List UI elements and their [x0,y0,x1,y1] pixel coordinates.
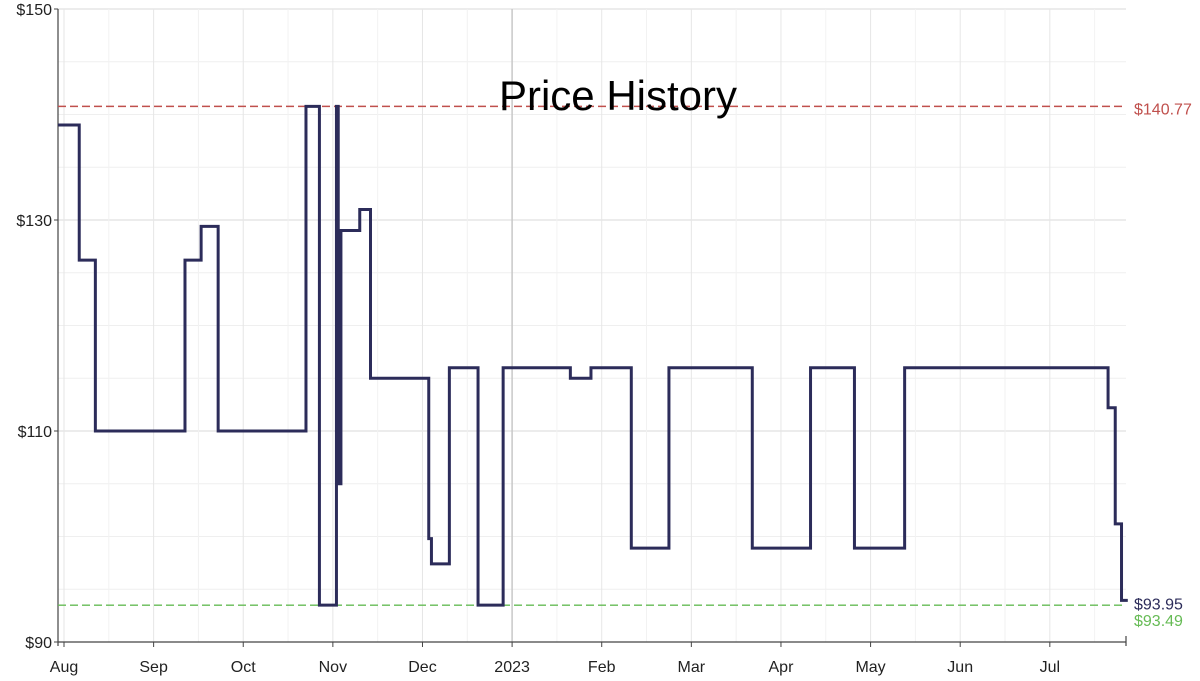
x-tick-label: Feb [588,659,616,676]
x-tick-label: 2023 [494,659,530,676]
x-tick-label: Sep [139,659,168,676]
x-tick-label: Jul [1040,659,1060,676]
chart-grid [58,8,1126,643]
x-tick-label: Nov [319,659,347,676]
x-tick-label: Mar [678,659,706,676]
reference-lines [58,105,1126,606]
x-tick-label: Jun [947,659,973,676]
y-tick-label: $130 [16,213,52,230]
price-series [58,104,1128,607]
chart-axes [54,8,1127,647]
chart-labels: $90 $110 $130 $150 Aug Sep Oct Nov Dec 2023 Feb Mar… [16,2,1192,676]
price-line [58,104,1128,607]
current-price-label: $93.95 [1134,596,1183,613]
x-tick-label: Oct [231,659,256,676]
x-tick-label: Dec [408,659,436,676]
highest-price-label: $140.77 [1134,101,1192,118]
x-tick-label: May [855,659,885,676]
y-tick-label: $110 [18,424,53,441]
x-tick-label: Apr [769,659,795,676]
y-tick-label: $90 [25,635,52,652]
y-tick-label: $150 [16,2,52,19]
chart-title: Price History [499,72,737,119]
lowest-price-label: $93.49 [1134,613,1183,630]
x-tick-label: Aug [50,659,78,676]
